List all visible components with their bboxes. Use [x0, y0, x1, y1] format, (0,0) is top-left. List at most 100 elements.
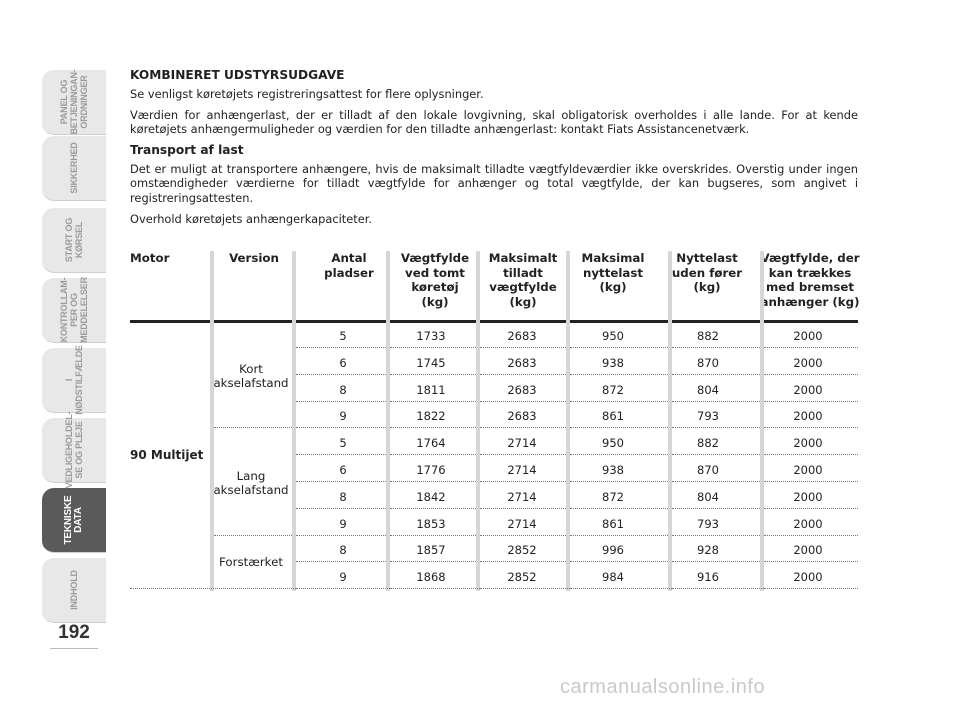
row-divider: [764, 561, 858, 563]
column-divider: [386, 251, 390, 591]
table-cell: 8: [339, 489, 347, 504]
table-cell: 2714: [507, 516, 537, 531]
row-divider: [764, 454, 858, 456]
row-divider: [390, 373, 476, 375]
row-divider: [672, 481, 760, 482]
section-tab-label: INDHOLD: [69, 570, 79, 610]
row-divider: [296, 373, 386, 375]
row-divider: [296, 427, 386, 429]
row-divider: [764, 373, 858, 375]
section-tab-label: VEDLIGEHOLDEL- SE OG PLEJE: [64, 411, 84, 489]
table-cell: 2000: [793, 409, 823, 424]
table-cell: 2000: [793, 329, 823, 343]
table-cell: 2714: [507, 489, 537, 504]
row-divider: [480, 454, 566, 456]
table-cell: 928: [697, 543, 719, 558]
section-tabs: PANEL OG BETJENINGAN- ORDNINGER SIKKERHED…: [42, 69, 106, 630]
table-cell: 1733: [416, 329, 446, 343]
table-cell: 1822: [416, 409, 446, 424]
row-divider: [570, 481, 668, 482]
table-cell: 2714: [507, 436, 537, 451]
watermark: carmanualsonline.info: [560, 676, 766, 698]
table-cell: 1745: [416, 355, 446, 370]
section-tab-label: SIKKERHED: [69, 142, 79, 194]
section-heading: Transport af last: [130, 142, 244, 157]
table-cell: 996: [602, 543, 624, 558]
table-cell: 6: [339, 355, 347, 370]
section-tab[interactable]: START OG KØRSEL: [42, 208, 106, 273]
table-cell: 2000: [793, 436, 823, 451]
section-tab[interactable]: TEKNISKE DATA: [42, 488, 106, 553]
table-cell: 804: [697, 489, 719, 504]
table-cell: 882: [697, 329, 719, 343]
row-divider: [296, 561, 386, 563]
table-cell: 870: [697, 463, 719, 477]
paragraph: Værdien for anhængerlast, der er tilladt…: [130, 107, 858, 137]
row-divider: [672, 534, 760, 536]
column-divider: [760, 251, 764, 591]
row-divider: [672, 400, 760, 402]
row-divider: [672, 454, 760, 456]
table-cell: 938: [602, 355, 624, 370]
table-cell: 882: [697, 436, 719, 451]
row-divider: [390, 561, 476, 563]
table-cell: 861: [602, 409, 624, 424]
table-cell: 2000: [793, 489, 823, 504]
row-divider: [390, 427, 476, 429]
group-divider: [214, 535, 292, 536]
table-cell: 9: [339, 409, 347, 424]
table-cell: 5: [339, 436, 347, 451]
row-divider: [480, 534, 566, 536]
column-header: Motor: [130, 251, 170, 265]
column-header: Maksimalt tilladt vægtfylde (kg): [488, 251, 558, 309]
row-divider: [764, 481, 858, 482]
section-tab[interactable]: SIKKERHED: [42, 136, 106, 201]
row-divider: [480, 347, 566, 348]
table-cell: 916: [697, 570, 719, 585]
paragraph: Det er muligt at transportere anhængere,…: [130, 161, 858, 205]
row-divider: [296, 347, 386, 348]
table-cell: 870: [697, 355, 719, 370]
row-divider: [390, 400, 476, 402]
section-tab-label: TEKNISKE DATA: [63, 495, 84, 545]
row-divider: [390, 534, 476, 536]
page-number: 192: [58, 622, 90, 643]
table-cell: 1764: [416, 436, 446, 451]
table-cell: 2714: [507, 463, 537, 477]
row-divider: [390, 507, 476, 509]
row-divider: [570, 373, 668, 375]
table-bottom-rule: [130, 588, 858, 590]
section-tab[interactable]: PANEL OG BETJENINGAN- ORDNINGER: [42, 69, 106, 135]
column-header: Maksimal nyttelast (kg): [581, 251, 645, 294]
row-divider: [570, 400, 668, 402]
column-divider: [566, 251, 570, 591]
column-header: Vægtfylde ved tomt køretøj (kg): [400, 251, 470, 309]
column-header: Version: [229, 251, 279, 265]
table-cell: 793: [697, 516, 719, 531]
row-divider: [764, 400, 858, 402]
table-cell: 5: [339, 329, 347, 343]
table-cell: 950: [602, 436, 624, 451]
section-tab[interactable]: VEDLIGEHOLDEL- SE OG PLEJE: [42, 412, 106, 488]
row-divider: [570, 534, 668, 536]
section-tab[interactable]: I NØDSTILFÆLDE: [42, 345, 106, 415]
row-divider: [672, 347, 760, 348]
page-number-divider: [50, 648, 98, 649]
section-tab[interactable]: KONTROLLAM- PER OG MEDDELELSER: [42, 277, 106, 343]
column-divider: [476, 251, 480, 591]
row-divider: [764, 534, 858, 536]
table-cell: 984: [602, 570, 624, 585]
table-cell: 2683: [507, 355, 537, 370]
row-divider: [672, 427, 760, 429]
row-divider: [390, 347, 476, 348]
section-tab-label: I NØDSTILFÆLDE: [64, 345, 84, 415]
table-cell: 2683: [507, 382, 537, 397]
row-divider: [480, 400, 566, 402]
version-label: Forstærket: [219, 555, 283, 569]
section-tab-label: KONTROLLAM- PER OG MEDDELELSER: [59, 277, 89, 343]
table-cell: 9: [339, 516, 347, 531]
row-divider: [480, 427, 566, 429]
section-tab[interactable]: INDHOLD: [42, 558, 106, 623]
row-divider: [480, 481, 566, 482]
section-tab-label: START OG KØRSEL: [64, 217, 84, 263]
